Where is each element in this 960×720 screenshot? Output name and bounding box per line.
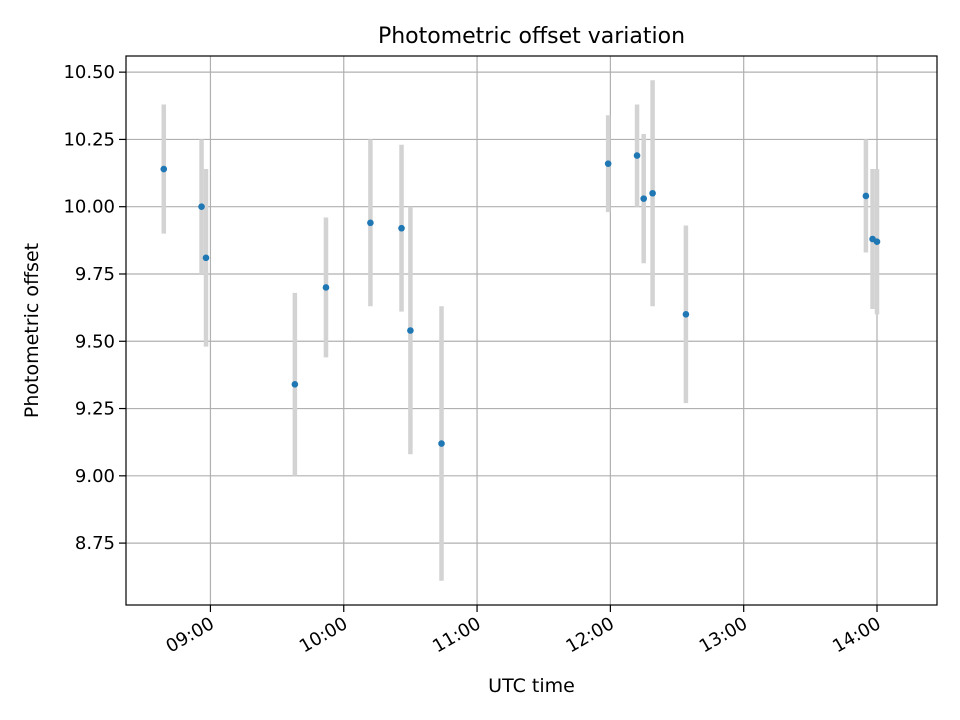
y-tick-label: 10.25 <box>63 129 115 150</box>
x-axis-label: UTC time <box>488 675 575 697</box>
x-tick-label: 13:00 <box>696 613 751 657</box>
data-point <box>604 160 612 167</box>
data-point <box>398 224 405 232</box>
data-point <box>407 327 414 334</box>
data-points <box>160 152 881 447</box>
x-axis-ticks: 09:00 10:00 11:00 12:00 13:00 14:00 <box>163 605 885 657</box>
y-tick-label: 9.50 <box>75 331 115 352</box>
data-point <box>873 238 881 245</box>
plot-frame <box>125 55 938 606</box>
x-tick-label: 10:00 <box>296 613 351 657</box>
data-point <box>198 203 205 211</box>
y-tick-label: 10.50 <box>63 62 115 83</box>
data-point <box>682 311 690 318</box>
y-axis-label: Photometric offset <box>21 243 43 418</box>
chart-title: Photometric offset variation <box>378 24 685 49</box>
data-point <box>633 152 641 159</box>
data-point <box>160 165 168 173</box>
data-point <box>322 284 330 291</box>
data-point <box>649 189 656 197</box>
x-tick-label: 11:00 <box>429 613 484 657</box>
data-point <box>291 381 299 388</box>
x-tick-label: 14:00 <box>829 613 884 657</box>
data-point <box>202 254 210 262</box>
x-tick-label: 09:00 <box>163 613 218 657</box>
data-point <box>438 440 445 447</box>
y-tick-label: 9.25 <box>75 399 115 420</box>
y-tick-label: 9.00 <box>75 466 115 487</box>
data-point <box>862 192 870 200</box>
y-tick-label: 8.75 <box>75 533 115 554</box>
data-point <box>640 195 648 202</box>
y-tick-label: 10.00 <box>63 197 115 218</box>
data-point <box>367 219 374 227</box>
grid-lines <box>126 56 937 605</box>
y-axis-ticks: 8.75 9.00 9.25 9.50 9.75 10.00 10.25 10.50 <box>63 62 126 554</box>
x-tick-label: 12:00 <box>562 613 617 657</box>
y-tick-label: 9.75 <box>75 264 115 285</box>
error-bars <box>161 80 880 581</box>
